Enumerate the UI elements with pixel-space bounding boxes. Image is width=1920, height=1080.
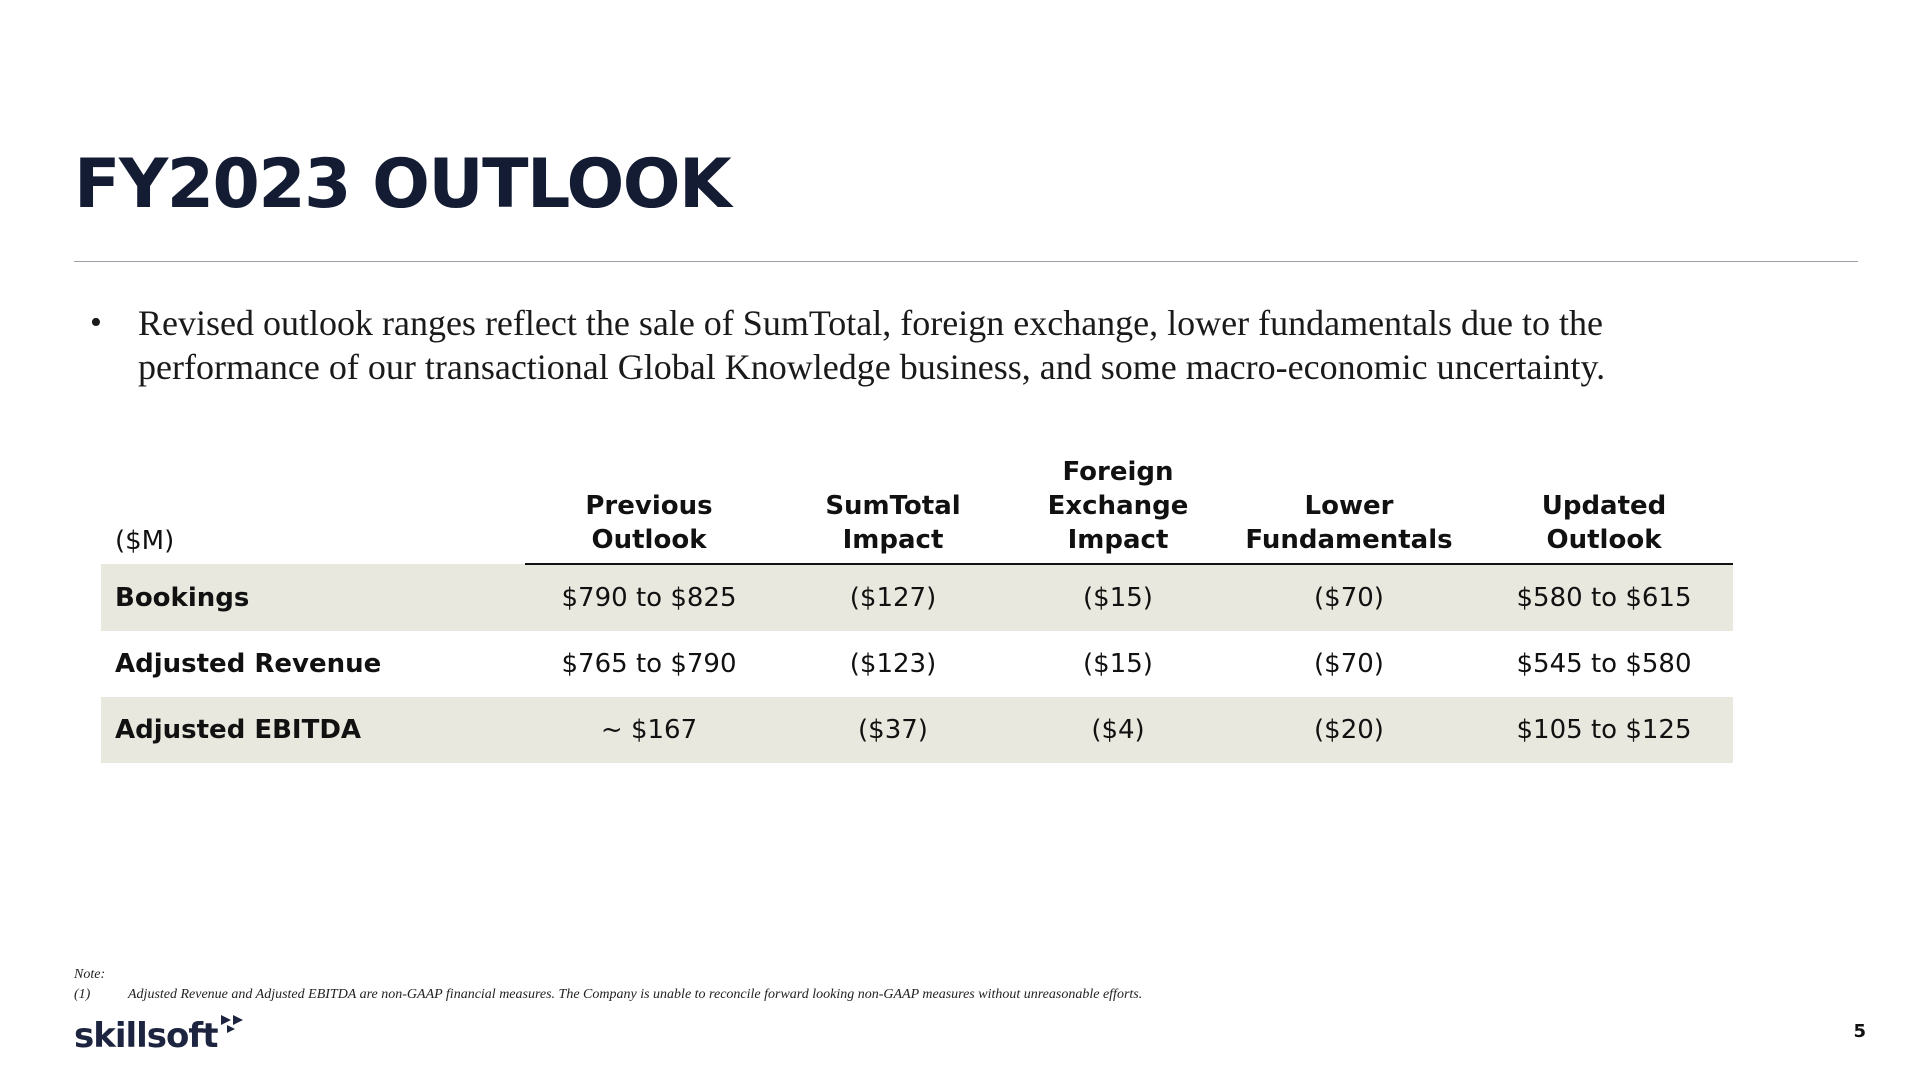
table-row-adjusted-ebitda: Adjusted EBITDA ~ $167 ($37) ($4) ($20) … <box>101 697 1733 763</box>
bullet-item: • Revised outlook ranges reflect the sal… <box>90 301 1720 389</box>
cell-previous-outlook: $790 to $825 <box>525 564 773 631</box>
table-row-bookings: Bookings $790 to $825 ($127) ($15) ($70)… <box>101 564 1733 631</box>
cell-sumtotal-impact: ($123) <box>849 649 937 679</box>
cell-lower-fundamentals: ($70) <box>1314 649 1384 679</box>
cell-updated-outlook: $545 to $580 <box>1516 649 1692 679</box>
cell-lower-fundamentals: ($70) <box>1223 564 1475 631</box>
bullet-glyph: • <box>90 304 102 341</box>
double-chevron-play-icon <box>221 1015 244 1033</box>
footnote-text: Adjusted Revenue and Adjusted EBITDA are… <box>128 987 1143 1002</box>
cell-lower-fundamentals: ($20) <box>1223 697 1475 763</box>
units-header: ($M) <box>115 526 175 556</box>
outlook-table: ($M) Previous Outlook SumTotal Impact Fore… <box>101 455 1733 763</box>
cell-sumtotal-impact: ($127) <box>773 564 1013 631</box>
cell-fx-impact: ($15) <box>1013 564 1223 631</box>
cell-fx-impact: ($4) <box>1013 697 1223 763</box>
header-sumtotal-impact: SumTotal Impact <box>773 455 1013 565</box>
page-number: 5 <box>1853 1021 1866 1042</box>
logo-wordmark: skillsoft <box>74 1016 218 1056</box>
title-divider <box>74 261 1858 262</box>
row-label: Adjusted EBITDA <box>101 697 525 763</box>
skillsoft-logo: skillsoft <box>74 1014 249 1058</box>
footnote-label: Note: <box>74 967 106 982</box>
row-label: Bookings <box>101 564 525 631</box>
header-previous-outlook: Previous Outlook <box>525 455 773 565</box>
row-label: Adjusted Revenue <box>115 649 382 679</box>
cell-updated-outlook: $580 to $615 <box>1475 564 1733 631</box>
cell-sumtotal-impact: ($37) <box>773 697 1013 763</box>
header-lower-fundamentals: Lower Fundamentals <box>1223 455 1475 565</box>
cell-previous-outlook: $765 to $790 <box>561 649 737 679</box>
header-updated-outlook: Updated Outlook <box>1475 455 1733 565</box>
table-header-row: ($M) Previous Outlook SumTotal Impact Fore… <box>101 455 1733 565</box>
footnote-item: (1) Adjusted Revenue and Adjusted EBITDA … <box>74 986 1142 1004</box>
cell-updated-outlook: $105 to $125 <box>1475 697 1733 763</box>
header-fx-impact: Foreign Exchange Impact <box>1013 455 1223 565</box>
page-title: FY2023 OUTLOOK <box>74 145 732 224</box>
cell-fx-impact: ($15) <box>1083 649 1153 679</box>
cell-previous-outlook: ~ $167 <box>525 697 773 763</box>
table-row-adjusted-revenue: Adjusted Revenue $765 to $790 ($123) ($1… <box>101 631 1733 697</box>
footnote-number: (1) <box>74 987 91 1002</box>
bullet-text: Revised outlook ranges reflect the sale … <box>138 303 1606 387</box>
